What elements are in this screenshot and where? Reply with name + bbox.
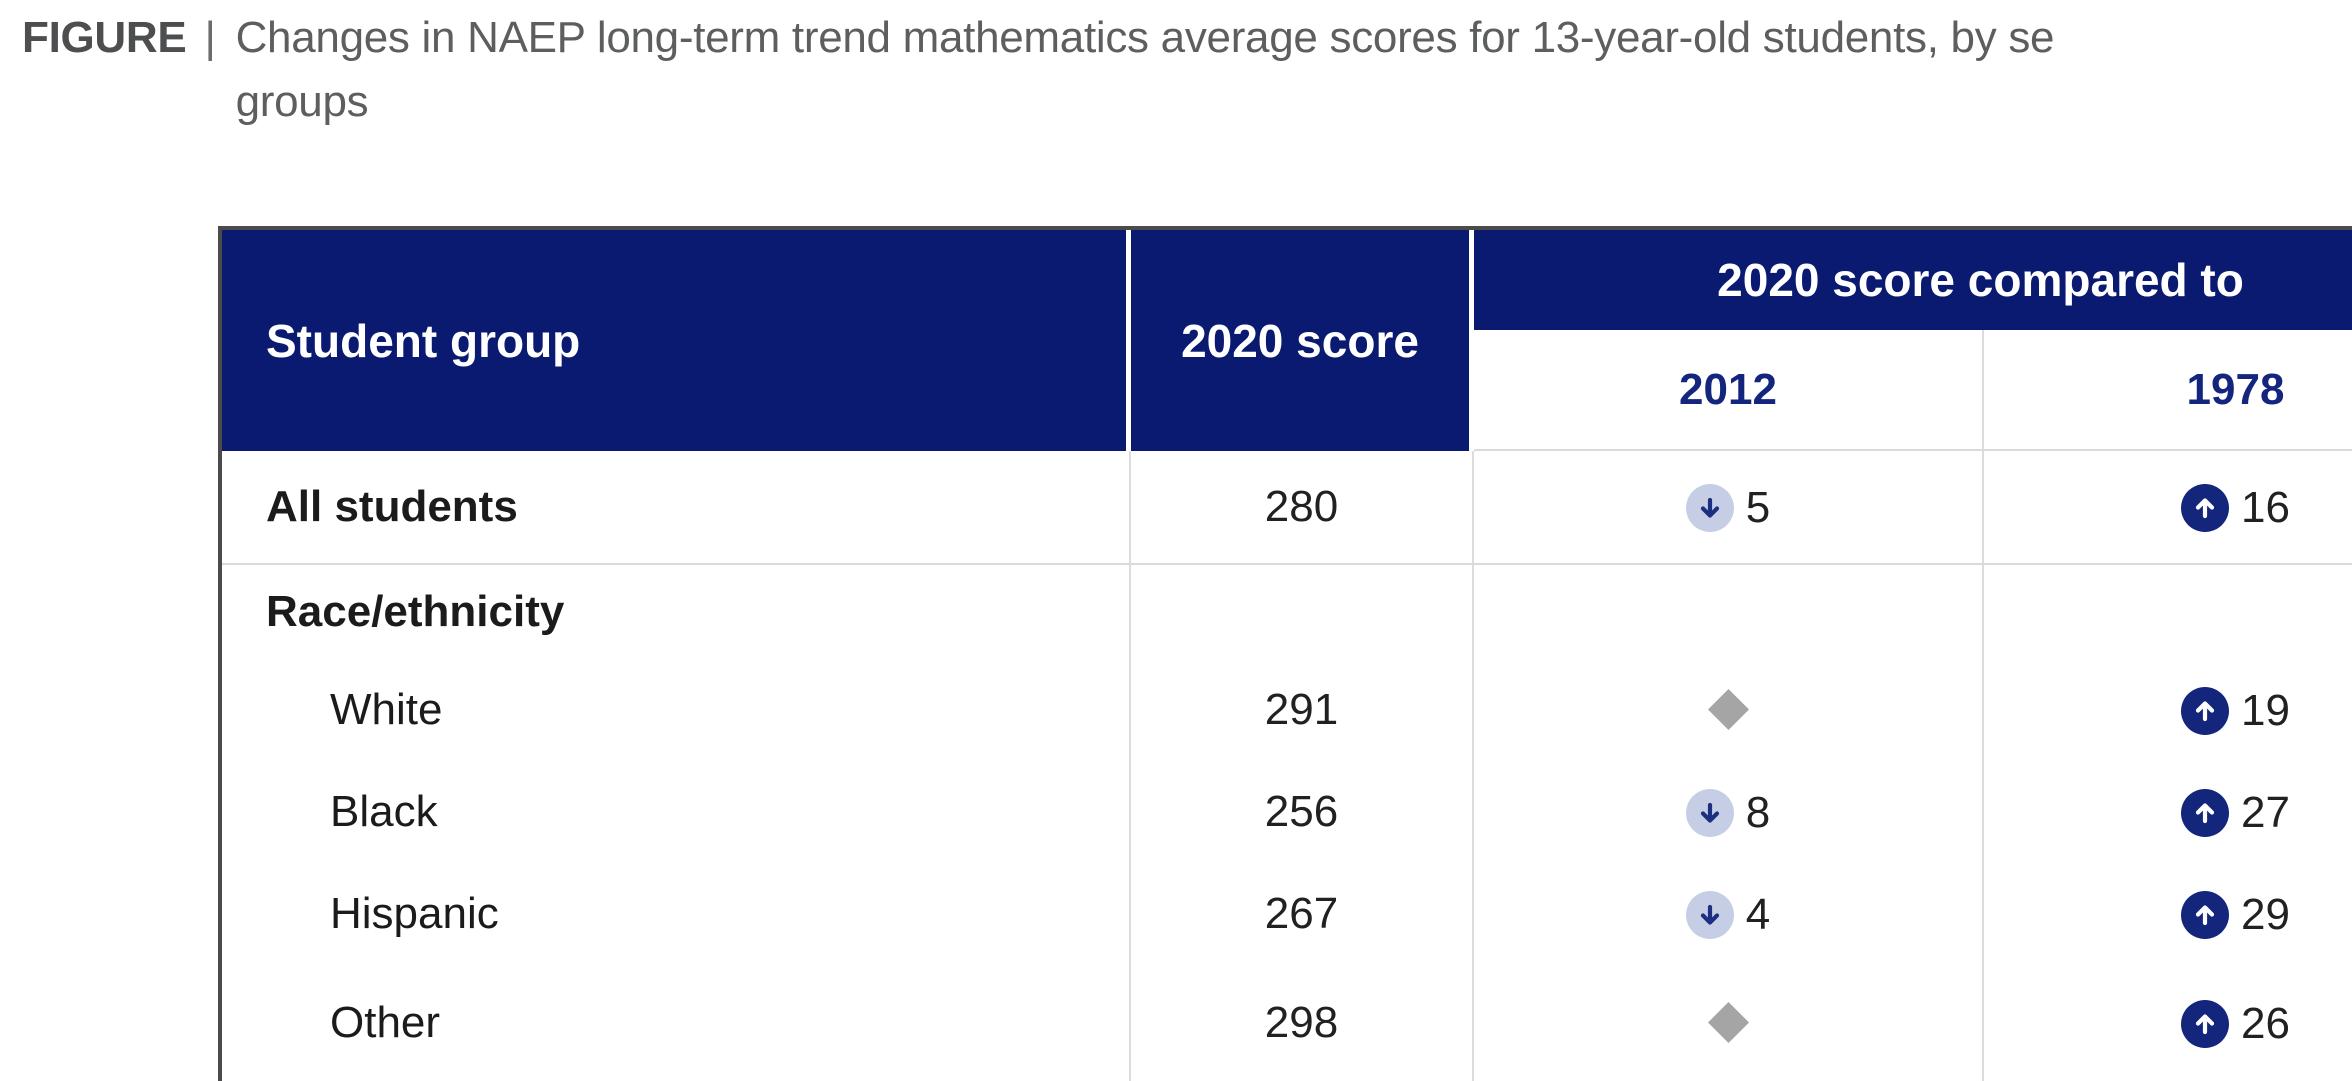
- vs-1978-cell: 26: [1984, 965, 2352, 1081]
- vs-1978-cell: 27: [1984, 761, 2352, 863]
- score-2020-value: 291: [1131, 659, 1474, 761]
- vs-1978-cell: 19: [1984, 659, 2352, 761]
- vs-1978-value: 16: [2241, 482, 2290, 532]
- row-label: Other: [222, 965, 1131, 1081]
- vs-2012-value: 8: [1745, 787, 1771, 837]
- table-row: Race/ethnicity: [222, 565, 2352, 659]
- header-row-years: 2012 1978: [222, 330, 2352, 451]
- row-label: Race/ethnicity: [222, 565, 1131, 659]
- vs-2012-cell: 8: [1474, 761, 1984, 863]
- up-arrow-icon: [2181, 686, 2230, 735]
- figure-caption: FIGURE | Changes in NAEP long-term trend…: [22, 6, 2352, 134]
- row-label: All students: [222, 451, 1131, 565]
- vs-1978-value: 19: [2241, 685, 2290, 735]
- score-2020-value: 280: [1131, 451, 1474, 565]
- vs-1978-cell: [1984, 565, 2352, 659]
- vs-1978-cell: 29: [1984, 863, 2352, 965]
- down-arrow-icon: [1685, 788, 1734, 837]
- down-arrow-icon: [1685, 890, 1734, 939]
- table-row: Hispanic 267 4 29: [222, 863, 2352, 965]
- row-label: Black: [222, 761, 1131, 863]
- figure-title-line2: groups: [235, 77, 369, 126]
- up-arrow-icon: [2181, 788, 2230, 837]
- figure-title-line1: Changes in NAEP long-term trend mathemat…: [235, 13, 2055, 62]
- down-arrow-icon: [1685, 483, 1734, 532]
- table-row: Other 298 26: [222, 965, 2352, 1081]
- figure-label: FIGURE: [22, 13, 187, 62]
- vs-2012-cell: 4: [1474, 863, 1984, 965]
- vs-2012-cell: [1474, 965, 1984, 1081]
- score-2020-value: 256: [1131, 761, 1474, 863]
- up-arrow-icon: [2181, 999, 2230, 1048]
- column-header-1978: 1978: [1984, 330, 2352, 451]
- up-arrow-icon: [2181, 483, 2230, 532]
- score-2020-value: 267: [1131, 863, 1474, 965]
- column-header-2012: 2012: [1474, 330, 1984, 451]
- table-row: Black 256 8 27: [222, 761, 2352, 863]
- vs-1978-value: 29: [2241, 889, 2290, 939]
- column-header-compared-banner: 2020 score compared to: [1474, 230, 2352, 330]
- column-header-2020-score: 2020 score: [1131, 230, 1474, 451]
- score-2020-value: [1131, 565, 1474, 659]
- diamond-icon: [1707, 1001, 1749, 1044]
- row-label: White: [222, 659, 1131, 761]
- vs-1978-value: 27: [2241, 787, 2290, 837]
- vs-1978-value: 26: [2241, 998, 2290, 1048]
- header-row-banner: Student group 2020 score 2020 score comp…: [222, 230, 2352, 451]
- vs-2012-value: 5: [1745, 482, 1771, 532]
- diamond-icon: [1707, 688, 1749, 731]
- figure-separator: |: [204, 13, 216, 62]
- column-header-student-group: Student group: [222, 230, 1131, 451]
- table-row: All students 280 5 16: [222, 451, 2352, 565]
- naep-scores-table: Student group 2020 score 2020 score comp…: [218, 226, 2352, 1081]
- vs-2012-cell: [1474, 565, 1984, 659]
- vs-1978-cell: 16: [1984, 451, 2352, 565]
- score-2020-value: 298: [1131, 965, 1474, 1081]
- row-label: Hispanic: [222, 863, 1131, 965]
- table-row: White 291 19: [222, 659, 2352, 761]
- up-arrow-icon: [2181, 890, 2230, 939]
- vs-2012-cell: 5: [1474, 451, 1984, 565]
- figure-title-text: Changes in NAEP long-term trend mathemat…: [236, 6, 2055, 134]
- vs-2012-cell: [1474, 659, 1984, 761]
- vs-2012-value: 4: [1745, 889, 1771, 939]
